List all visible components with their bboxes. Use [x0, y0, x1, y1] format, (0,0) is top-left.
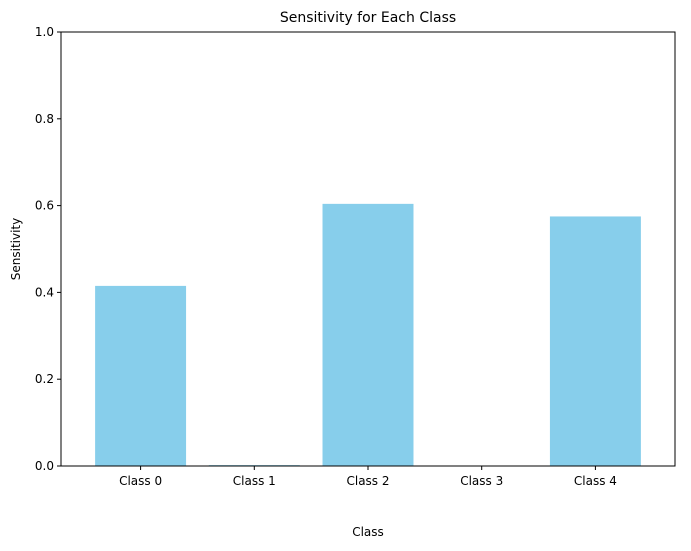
chart-title: Sensitivity for Each Class: [280, 10, 456, 26]
x-tick-label: Class 1: [233, 474, 276, 488]
y-axis-ticks: 0.0 0.2 0.4 0.6 0.8 1.0: [35, 25, 61, 473]
bar-class-2: [322, 203, 414, 466]
y-tick-label: 0.8: [35, 112, 54, 126]
y-tick-label: 0.4: [35, 285, 54, 299]
bars: [95, 203, 641, 466]
y-tick-label: 0.2: [35, 372, 54, 386]
bar-class-0: [95, 285, 187, 466]
x-axis-ticks: Class 0 Class 1 Class 2 Class 3 Class 4: [119, 466, 617, 488]
y-tick-label: 0.6: [35, 199, 54, 213]
plot-frame: [60, 31, 676, 467]
bar-class-4: [549, 216, 641, 466]
x-tick-label: Class 2: [346, 474, 389, 488]
x-axis-label: Class: [352, 525, 384, 539]
x-tick-label: Class 0: [119, 474, 162, 488]
x-tick-label: Class 4: [574, 474, 617, 488]
y-tick-label: 1.0: [35, 25, 54, 39]
y-tick-label: 0.0: [35, 459, 54, 473]
y-axis-label: Sensitivity: [9, 218, 23, 280]
x-tick-label: Class 3: [460, 474, 503, 488]
